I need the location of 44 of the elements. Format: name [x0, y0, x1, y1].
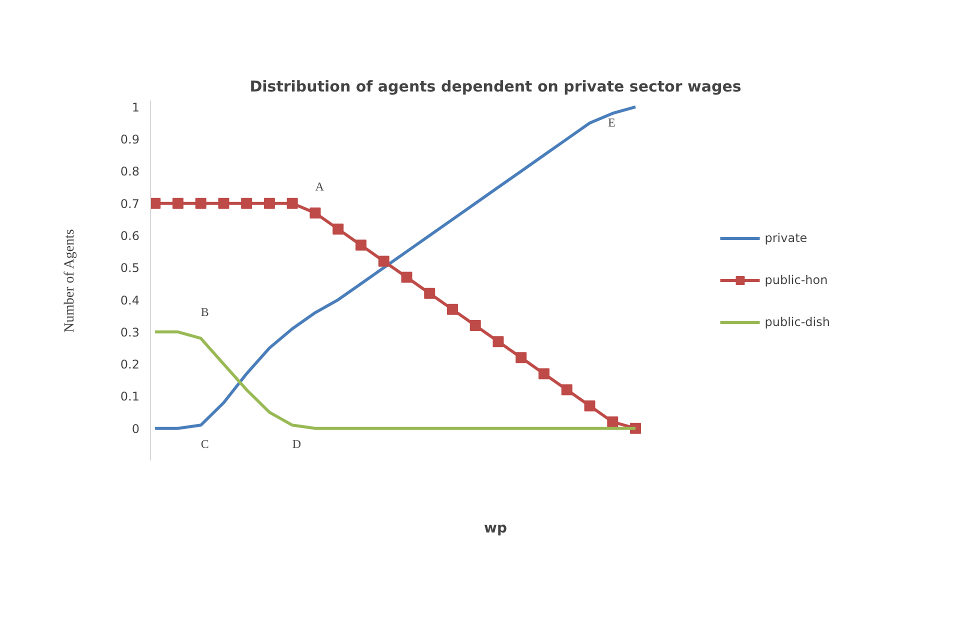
legend-label: public-hon [764, 273, 828, 287]
y-tick-label: 0.9 [120, 132, 140, 147]
point [607, 416, 618, 428]
annotation: B [200, 305, 209, 320]
point [424, 288, 436, 299]
point [310, 208, 321, 218]
line-series [154, 105, 638, 430]
point [172, 198, 184, 209]
point [538, 368, 550, 380]
x-axis-title: wp [484, 520, 507, 536]
y-tick-label: 0.4 [120, 293, 140, 308]
point [446, 304, 458, 315]
point [401, 272, 412, 283]
legend-label: public-dish [764, 315, 830, 329]
point [241, 198, 252, 209]
y-tick-label: 0.1 [120, 390, 140, 404]
y-tick-label: 0.5 [120, 261, 140, 276]
point [470, 320, 481, 331]
point [584, 400, 596, 412]
y-tick-label: 0.3 [120, 325, 140, 340]
annotation: D [292, 436, 302, 451]
annotation: C [200, 436, 209, 451]
y-axis-title: Number of Agents [62, 229, 78, 333]
point [264, 198, 275, 209]
y-tick-label: 0.6 [120, 229, 140, 243]
annotation: A [315, 180, 324, 194]
point [195, 198, 206, 209]
chart-title: Distribution of agents dependent on private sector wages [250, 78, 742, 96]
y-tick-label: 0.8 [120, 164, 140, 179]
point [332, 224, 344, 235]
point [150, 198, 161, 209]
point [561, 384, 572, 396]
y-tick-label: 0.2 [120, 358, 140, 372]
point [218, 198, 230, 209]
point [378, 256, 390, 267]
point [492, 336, 504, 348]
y-tick-label: 0.7 [120, 196, 140, 211]
point [355, 240, 366, 251]
legend-label: private [764, 231, 808, 245]
point [516, 352, 527, 364]
annotation: E [608, 115, 616, 130]
point [286, 198, 298, 209]
y-tick-label: 0 [132, 422, 140, 436]
y-tick-label: 1 [132, 100, 140, 114]
